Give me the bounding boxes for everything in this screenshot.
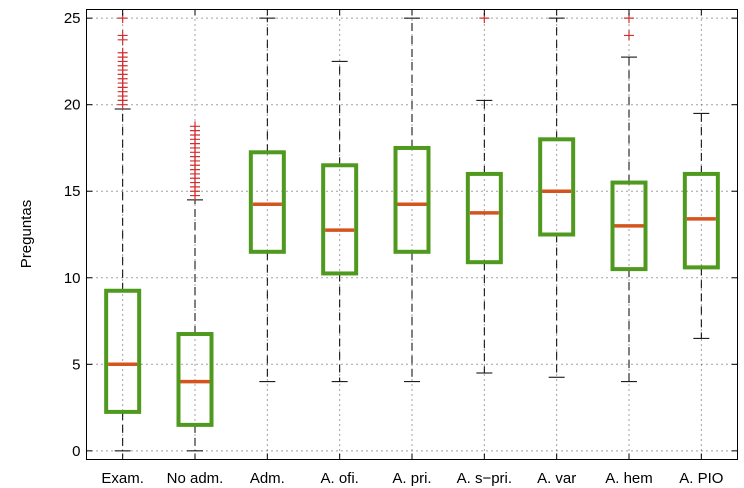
- x-tick-label: A. PIO: [679, 470, 723, 487]
- box-0: [104, 13, 142, 452]
- y-tick-label: 25: [64, 10, 81, 27]
- y-axis-label: Preguntas: [18, 200, 35, 268]
- box-1: [176, 121, 214, 452]
- box-4: [393, 17, 431, 383]
- iqr-box: [465, 171, 503, 265]
- iqr-box: [610, 180, 648, 272]
- plot-frame: [86, 9, 738, 460]
- y-axis-ticks: 0 5 10 15 20 25: [64, 10, 738, 460]
- box-2: [248, 17, 286, 383]
- y-tick-label: 5: [72, 356, 80, 373]
- outlier-point: [190, 121, 200, 132]
- iqr-box: [321, 163, 359, 276]
- iqr-box: [104, 288, 142, 414]
- box-series: [104, 13, 720, 452]
- box-3: [321, 60, 359, 383]
- iqr-box: [248, 150, 286, 254]
- box-7: [610, 13, 648, 383]
- iqr-box: [393, 145, 431, 254]
- x-axis-ticks: Exam. No adm. Adm. A. ofi. A. pri. A. s−pri. A…: [101, 9, 723, 487]
- x-tick-label: A. hem: [605, 470, 653, 487]
- box-5: [465, 13, 503, 374]
- x-tick-label: A. var: [537, 470, 576, 487]
- box-6: [538, 17, 576, 378]
- outlier-point: [624, 30, 634, 41]
- iqr-box: [682, 171, 720, 270]
- x-tick-label: Exam.: [101, 470, 144, 487]
- box-8: [682, 112, 720, 339]
- iqr-box: [176, 332, 214, 427]
- x-tick-label: A. pri.: [392, 470, 431, 487]
- outlier-point: [117, 30, 128, 41]
- y-tick-label: 0: [72, 443, 80, 460]
- x-tick-label: A. s−pri.: [457, 470, 512, 487]
- x-tick-label: Adm.: [250, 470, 285, 487]
- x-tick-label: No adm.: [167, 470, 224, 487]
- y-tick-label: 15: [64, 183, 81, 200]
- outlier-point: [117, 47, 128, 58]
- iqr-box: [538, 137, 576, 237]
- x-tick-label: A. ofi.: [320, 470, 358, 487]
- y-tick-label: 20: [64, 97, 81, 114]
- y-tick-label: 10: [64, 270, 81, 287]
